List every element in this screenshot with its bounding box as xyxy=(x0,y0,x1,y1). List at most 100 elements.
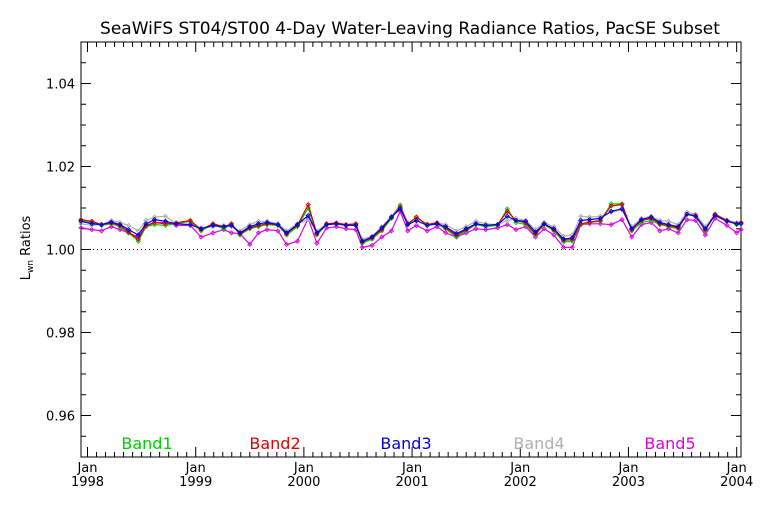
data-point-band5 xyxy=(255,230,262,236)
data-point-band1 xyxy=(187,218,193,224)
data-point-band5 xyxy=(551,232,557,238)
data-point-band4 xyxy=(135,228,141,234)
data-point-band5 xyxy=(541,226,547,232)
plot-area: 0.960.981.001.021.04Jan1998Jan1999Jan200… xyxy=(46,41,753,490)
legend-label-band3: Band3 xyxy=(380,434,431,453)
data-point-band5 xyxy=(692,217,699,224)
data-point-band2 xyxy=(413,214,420,220)
series-line-band5 xyxy=(80,209,742,249)
legend-label-band1: Band1 xyxy=(121,434,172,453)
data-point-band3 xyxy=(608,208,614,214)
data-point-band3 xyxy=(294,221,301,228)
data-point-band3 xyxy=(513,217,519,224)
data-point-band3 xyxy=(413,217,420,224)
data-point-band3 xyxy=(369,234,375,240)
data-point-band3 xyxy=(724,218,730,224)
data-point-band3 xyxy=(494,221,501,228)
data-point-band3 xyxy=(255,221,262,227)
data-point-band3 xyxy=(305,212,311,219)
data-point-band3 xyxy=(675,224,681,230)
data-point-band3 xyxy=(388,214,395,220)
data-point-band4 xyxy=(143,217,149,224)
data-point-band2 xyxy=(619,202,625,208)
data-point-band3 xyxy=(434,221,440,227)
y-tick-label: 1.00 xyxy=(46,244,75,259)
data-point-band3 xyxy=(108,219,114,225)
data-point-band5 xyxy=(264,226,270,233)
data-point-band2 xyxy=(135,236,141,242)
data-point-band2 xyxy=(692,212,699,219)
data-point-band3 xyxy=(198,226,204,232)
x-tick-label-year: 1998 xyxy=(71,475,104,490)
data-point-band3 xyxy=(551,226,557,232)
data-point-band5 xyxy=(405,228,411,234)
data-point-band3 xyxy=(135,232,141,238)
data-point-band2 xyxy=(369,235,375,241)
legend-label-band5: Band5 xyxy=(644,434,695,453)
data-point-band3 xyxy=(173,221,179,227)
data-point-band4 xyxy=(504,217,510,224)
y-axis-label-main: L xyxy=(19,272,34,280)
y-tick-label: 0.98 xyxy=(46,327,75,342)
y-tick-label: 0.96 xyxy=(46,410,75,425)
data-point-band3 xyxy=(648,214,654,220)
data-point-band5 xyxy=(198,234,204,240)
data-point-band3 xyxy=(343,222,349,229)
data-point-band3 xyxy=(405,221,411,228)
chart-title: SeaWiFS ST04/ST00 4-Day Water-Leaving Ra… xyxy=(100,19,720,39)
data-point-band3 xyxy=(453,231,460,237)
data-point-band5 xyxy=(323,225,330,231)
data-point-band2 xyxy=(173,220,179,226)
data-point-band5 xyxy=(569,244,575,251)
x-tick-label-year: 2000 xyxy=(287,475,320,490)
data-point-band3 xyxy=(578,217,584,224)
data-point-band3 xyxy=(629,226,635,232)
x-tick-label-month: Jan xyxy=(293,461,314,476)
data-point-band5 xyxy=(413,222,420,229)
data-point-band4 xyxy=(665,218,672,224)
data-point-band2 xyxy=(504,208,510,214)
data-point-band2 xyxy=(343,221,349,228)
data-point-band3 xyxy=(162,218,169,224)
data-point-band2 xyxy=(608,203,614,209)
x-tick-label-month: Jan xyxy=(617,461,638,476)
data-point-band5 xyxy=(369,242,375,248)
data-point-band3 xyxy=(560,236,567,242)
data-point-band3 xyxy=(702,226,708,232)
data-point-band3 xyxy=(210,222,216,229)
data-point-band5 xyxy=(98,228,105,234)
data-point-band3 xyxy=(187,221,193,228)
y-tick-label: 1.04 xyxy=(46,78,75,93)
data-point-band5 xyxy=(283,241,290,248)
data-point-band5 xyxy=(629,234,635,240)
y-axis-label: Lwn Ratios xyxy=(19,215,36,280)
data-point-band3 xyxy=(333,221,339,227)
data-point-band2 xyxy=(453,232,460,239)
data-point-band5 xyxy=(359,244,365,251)
data-point-band3 xyxy=(221,224,227,230)
data-point-band5 xyxy=(504,221,510,228)
x-tick-label-year: 2004 xyxy=(720,475,753,490)
data-point-band5 xyxy=(560,244,567,251)
data-point-band3 xyxy=(483,222,489,229)
data-point-band3 xyxy=(619,206,625,212)
data-point-band3 xyxy=(323,221,330,228)
data-point-band2 xyxy=(294,222,301,229)
data-point-band4 xyxy=(608,209,614,215)
data-point-band3 xyxy=(712,212,718,219)
data-point-band2 xyxy=(638,217,645,224)
data-point-band3 xyxy=(151,216,158,223)
data-point-band4 xyxy=(162,213,169,219)
data-point-band3 xyxy=(424,222,430,229)
data-point-band3 xyxy=(463,226,469,232)
x-tick-label-month: Jan xyxy=(76,461,97,476)
y-axis-label-subscript: wn xyxy=(26,260,36,273)
data-point-band5 xyxy=(619,216,625,223)
data-point-band3 xyxy=(684,211,690,217)
data-point-band3 xyxy=(738,221,744,227)
data-point-band3 xyxy=(98,221,105,228)
data-point-band3 xyxy=(228,222,235,229)
data-point-band5 xyxy=(608,221,614,228)
data-point-band5 xyxy=(684,216,690,223)
x-tick-label-month: Jan xyxy=(185,461,206,476)
